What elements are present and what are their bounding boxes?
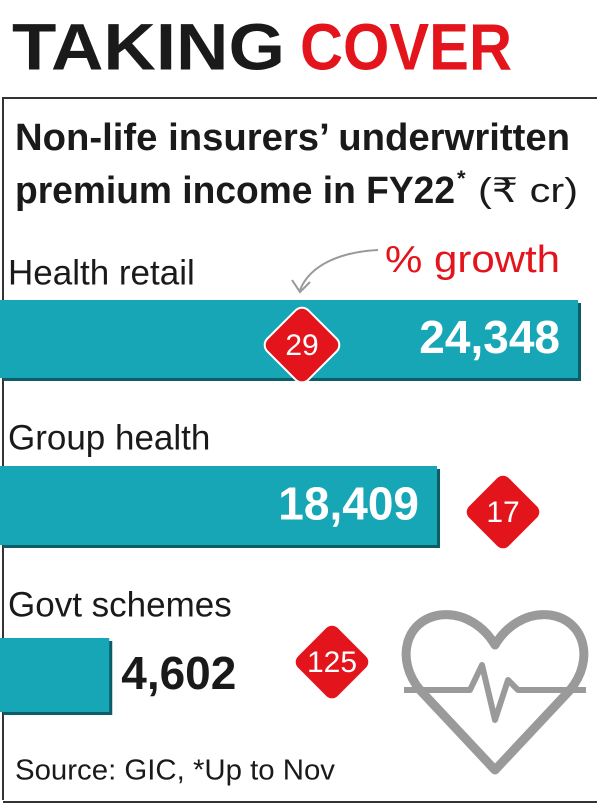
source: Source: GIC, *Up to Nov xyxy=(15,755,335,787)
title-part: TAKING xyxy=(12,9,285,83)
bar xyxy=(0,466,438,545)
unit: (₹ cr) xyxy=(478,172,578,210)
title-part: COVER xyxy=(300,9,512,83)
growth-label: 125 xyxy=(307,646,357,679)
category-label: Govt schemes xyxy=(8,585,232,624)
growth-label: 29 xyxy=(285,329,318,362)
subtitle-mark: * xyxy=(457,166,466,191)
subtitle: premium income in FY22 xyxy=(15,170,455,212)
growth-diamond xyxy=(464,473,542,551)
growth-badge: 17 xyxy=(464,473,542,551)
growth-badge: 125 xyxy=(293,623,371,701)
growth-badge: 29 xyxy=(263,306,341,384)
value-label: 18,409 xyxy=(278,478,419,530)
value-label: 4,602 xyxy=(121,647,236,699)
growth-legend: % growth xyxy=(385,239,560,281)
category-label: Health retail xyxy=(8,253,195,292)
growth-diamond xyxy=(293,623,371,701)
frame xyxy=(2,97,597,800)
growth-label: 17 xyxy=(486,496,519,529)
arrow xyxy=(299,249,379,291)
value-label: 24,348 xyxy=(419,311,560,363)
growth-diamond xyxy=(263,306,341,384)
bar xyxy=(0,638,110,712)
category-label: Group health xyxy=(8,418,210,457)
subtitle: Non-life insurers’ underwritten xyxy=(15,117,570,159)
arrow-head xyxy=(291,279,311,294)
heart-icon xyxy=(401,610,589,775)
